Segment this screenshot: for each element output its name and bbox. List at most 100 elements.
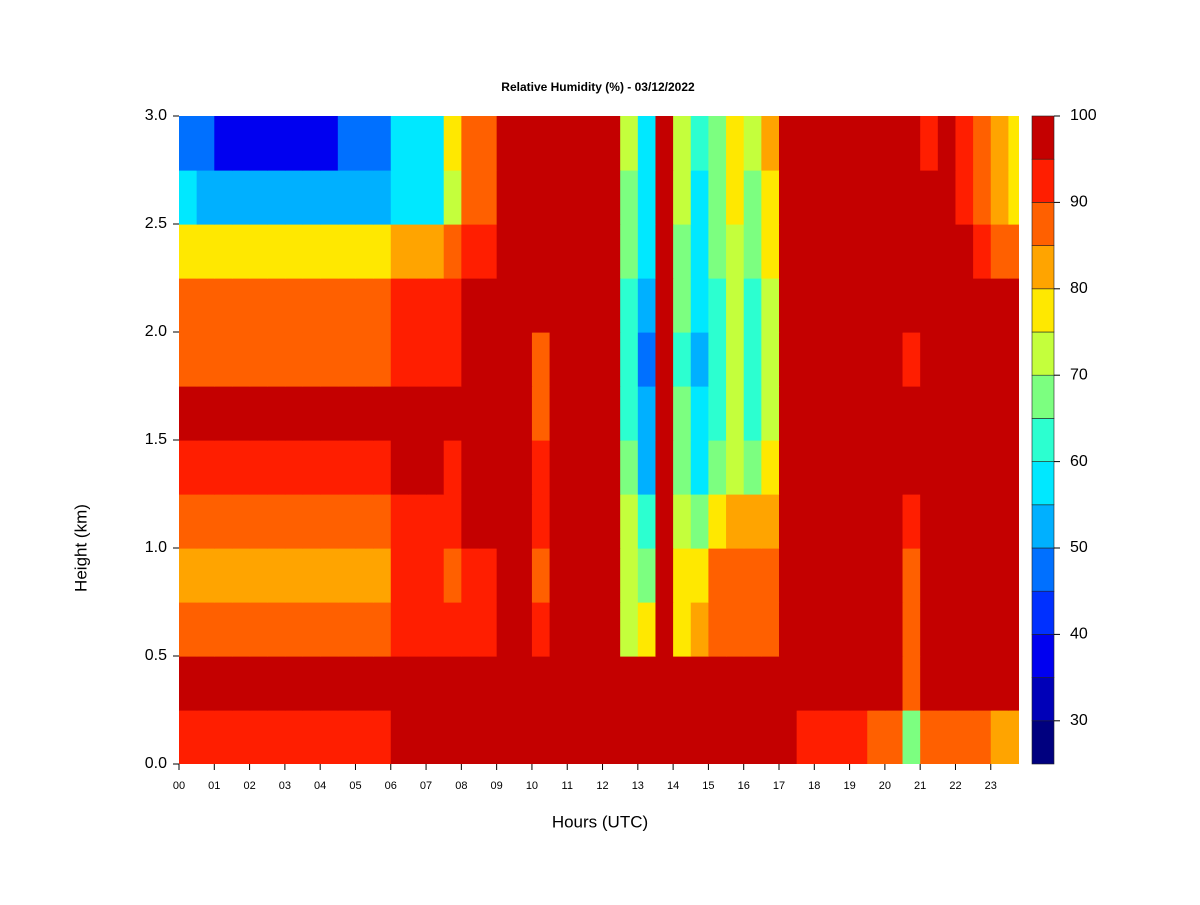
y-tick-label: 2.5 bbox=[145, 215, 167, 232]
heat-cell bbox=[761, 116, 780, 171]
heat-cell bbox=[496, 116, 515, 171]
heat-cell bbox=[496, 548, 515, 603]
heat-cell bbox=[479, 278, 498, 333]
heat-cell bbox=[955, 116, 974, 171]
heat-cell bbox=[531, 170, 551, 225]
heat-cell bbox=[796, 602, 815, 657]
heat-cell bbox=[690, 440, 710, 495]
y-tick-label: 3.0 bbox=[145, 107, 167, 124]
colorbar-band bbox=[1031, 677, 1055, 722]
heat-cell bbox=[620, 710, 639, 764]
heat-cell bbox=[549, 386, 568, 441]
heat-cell bbox=[673, 116, 692, 171]
heat-cell bbox=[249, 656, 268, 711]
x-tick-label: 21 bbox=[914, 780, 926, 792]
heat-cell bbox=[849, 116, 868, 171]
heat-cell bbox=[620, 656, 639, 711]
heat-cell bbox=[849, 602, 868, 657]
heat-cell bbox=[567, 656, 586, 711]
heat-cell bbox=[214, 170, 233, 225]
heat-cell bbox=[955, 332, 974, 387]
heat-cell bbox=[673, 602, 692, 657]
heat-cell bbox=[426, 440, 445, 495]
heat-cell bbox=[955, 440, 974, 495]
heat-cell bbox=[990, 548, 1010, 603]
heat-cell bbox=[637, 332, 657, 387]
heat-cell bbox=[337, 548, 357, 603]
heat-cell bbox=[337, 710, 357, 764]
heat-cell bbox=[1008, 170, 1019, 225]
heat-cell bbox=[267, 224, 286, 279]
heat-cell bbox=[849, 494, 868, 549]
heat-cell bbox=[337, 386, 357, 441]
heat-cell bbox=[814, 278, 833, 333]
heat-cell bbox=[743, 332, 762, 387]
heat-cell bbox=[708, 494, 727, 549]
heat-cell bbox=[655, 602, 674, 657]
heat-cell bbox=[796, 386, 815, 441]
heat-cell bbox=[426, 548, 445, 603]
x-axis-title: Hours (UTC) bbox=[552, 812, 648, 831]
heat-cell bbox=[708, 440, 727, 495]
heat-cell bbox=[708, 548, 727, 603]
heat-cell bbox=[267, 440, 286, 495]
heat-cell bbox=[990, 440, 1010, 495]
heat-cell bbox=[531, 386, 551, 441]
heat-cell bbox=[761, 170, 780, 225]
heat-cell bbox=[902, 332, 921, 387]
heat-cell bbox=[743, 386, 762, 441]
heat-cell bbox=[390, 494, 410, 549]
heat-cell bbox=[408, 116, 427, 171]
heat-cell bbox=[302, 494, 321, 549]
heat-cell bbox=[373, 602, 392, 657]
heat-cell bbox=[779, 224, 798, 279]
heat-cell bbox=[231, 710, 251, 764]
heat-cell bbox=[602, 278, 621, 333]
heat-cell bbox=[179, 548, 198, 603]
heat-cell bbox=[302, 224, 321, 279]
heat-cell bbox=[690, 224, 710, 279]
heat-cell bbox=[584, 656, 604, 711]
heat-cell bbox=[567, 494, 586, 549]
heat-cell bbox=[937, 602, 957, 657]
heat-cell bbox=[373, 170, 392, 225]
heat-cell bbox=[726, 116, 745, 171]
heat-cell bbox=[302, 440, 321, 495]
heat-cell bbox=[814, 386, 833, 441]
heat-cell bbox=[320, 170, 339, 225]
heat-cell bbox=[179, 116, 198, 171]
heat-cell bbox=[567, 386, 586, 441]
heat-cell bbox=[743, 278, 762, 333]
heat-cell bbox=[673, 224, 692, 279]
heat-cell bbox=[461, 656, 480, 711]
colorbar-band bbox=[1031, 418, 1055, 462]
heat-cell bbox=[531, 116, 551, 171]
heat-cell bbox=[408, 332, 427, 387]
heat-cell bbox=[1008, 710, 1019, 764]
heat-cell bbox=[267, 602, 286, 657]
heat-cell bbox=[249, 224, 268, 279]
heat-cell bbox=[779, 656, 798, 711]
heat-cell bbox=[831, 278, 851, 333]
heat-cell bbox=[831, 494, 851, 549]
heat-cell bbox=[461, 602, 480, 657]
heat-cell bbox=[514, 494, 533, 549]
colorbar-band bbox=[1031, 461, 1055, 506]
heat-cell bbox=[514, 602, 533, 657]
heat-cell bbox=[867, 332, 886, 387]
heat-cell bbox=[284, 548, 304, 603]
chart-title: Relative Humidity (%) - 03/12/2022 bbox=[501, 80, 695, 94]
heat-cell bbox=[214, 224, 233, 279]
x-tick-label: 17 bbox=[773, 780, 785, 792]
heat-cell bbox=[214, 278, 233, 333]
heat-cell bbox=[584, 170, 604, 225]
heat-cell bbox=[937, 386, 957, 441]
heat-cell bbox=[267, 386, 286, 441]
heat-cell bbox=[637, 710, 657, 764]
heat-cell bbox=[955, 602, 974, 657]
heat-cell bbox=[620, 278, 639, 333]
heat-cell bbox=[337, 332, 357, 387]
heat-cell bbox=[937, 440, 957, 495]
heat-cell bbox=[620, 494, 639, 549]
heat-cell bbox=[1008, 116, 1019, 171]
